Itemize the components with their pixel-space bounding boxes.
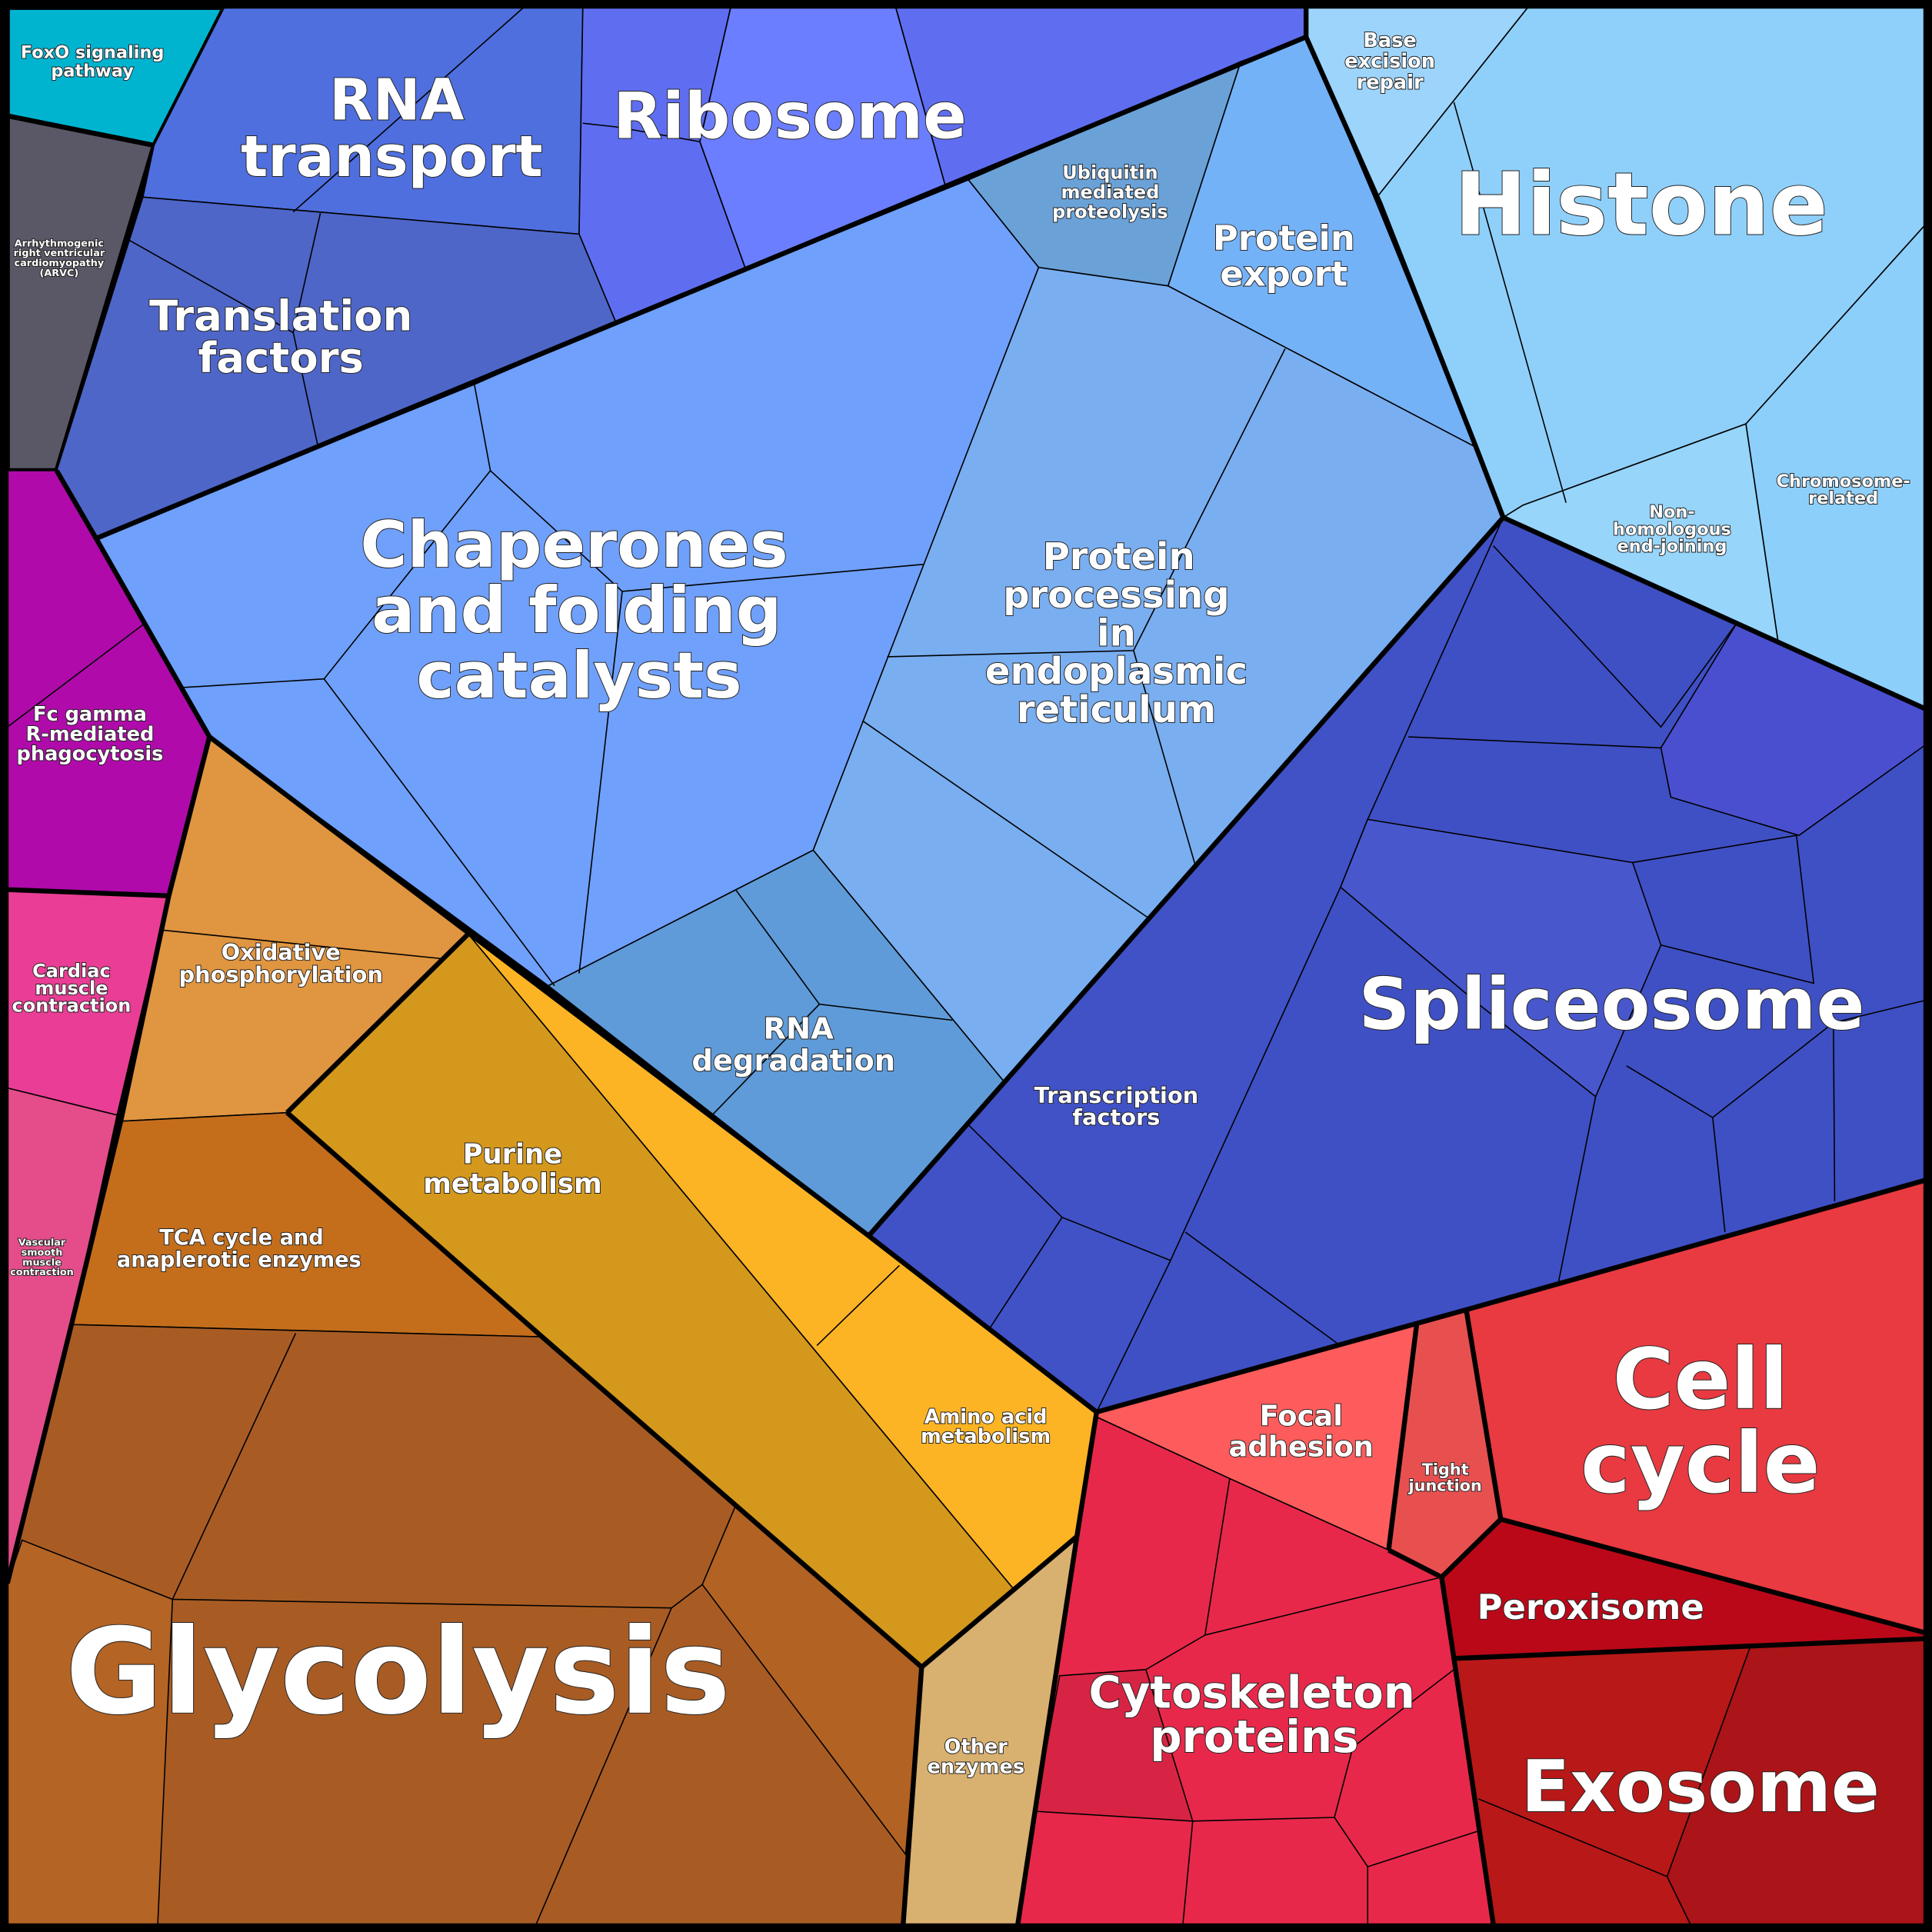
label-tight-junction: Tight junction xyxy=(1408,1461,1482,1495)
label-other-enzymes: Other enzymes xyxy=(928,1736,1025,1779)
label-protein-processing: Protein processing in endoplasmic reticulum xyxy=(985,535,1247,731)
label-protein-export: Protein export xyxy=(1213,218,1355,294)
label-purine: Purine metabolism xyxy=(423,1138,602,1199)
label-vascular: Vascular smooth muscle contraction xyxy=(10,1237,74,1278)
label-ribosome: Ribosome xyxy=(613,78,967,153)
cell-subdivisions xyxy=(7,7,1925,1925)
label-glycolysis: Glycolysis xyxy=(65,1604,731,1741)
label-focal-adhesion: Focal adhesion xyxy=(1229,1400,1374,1464)
label-arvc: Arrhythmogenic right ventricular cardiomyo… xyxy=(14,238,105,278)
label-rna-transport: RNA transport xyxy=(241,68,543,190)
label-cell-cycle: Cell cycle xyxy=(1581,1331,1820,1512)
label-base-excision: Base excision repair xyxy=(1344,29,1435,94)
label-chaperones: Chaperones and folding catalysts xyxy=(360,508,788,713)
label-fc-gamma: Fc gamma R-mediated phagocytosis xyxy=(17,703,164,765)
label-rna-degradation: RNA degradation xyxy=(691,1012,895,1079)
label-peroxisome: Peroxisome xyxy=(1477,1587,1704,1627)
label-foxo: FoxO signaling pathway xyxy=(21,42,165,81)
label-amino-acid: Amino acid metabolism xyxy=(921,1405,1051,1448)
label-ubiquitin: Ubiquitin mediated proteolysis xyxy=(1052,162,1168,222)
label-cytoskeleton: Cytoskeleton proteins xyxy=(1088,1666,1414,1763)
label-chromosome: Chromosome-related xyxy=(1777,471,1910,508)
label-histone: Histone xyxy=(1454,155,1828,255)
label-nhej: Non-homologous end-joining xyxy=(1613,502,1731,557)
label-tca: TCA cycle and anaplerotic enzymes xyxy=(117,1226,361,1272)
label-transcription-factors: Transcription factors xyxy=(1034,1082,1199,1131)
label-spliceosome: Spliceosome xyxy=(1358,963,1864,1046)
label-cardiac: Cardiac muscle contraction xyxy=(12,960,131,1016)
label-exosome: Exosome xyxy=(1521,1745,1880,1828)
group-borders xyxy=(5,7,1926,1925)
label-translation-factors: Translation factors xyxy=(149,291,412,381)
label-oxidative: Oxidative phosphorylation xyxy=(179,939,383,988)
